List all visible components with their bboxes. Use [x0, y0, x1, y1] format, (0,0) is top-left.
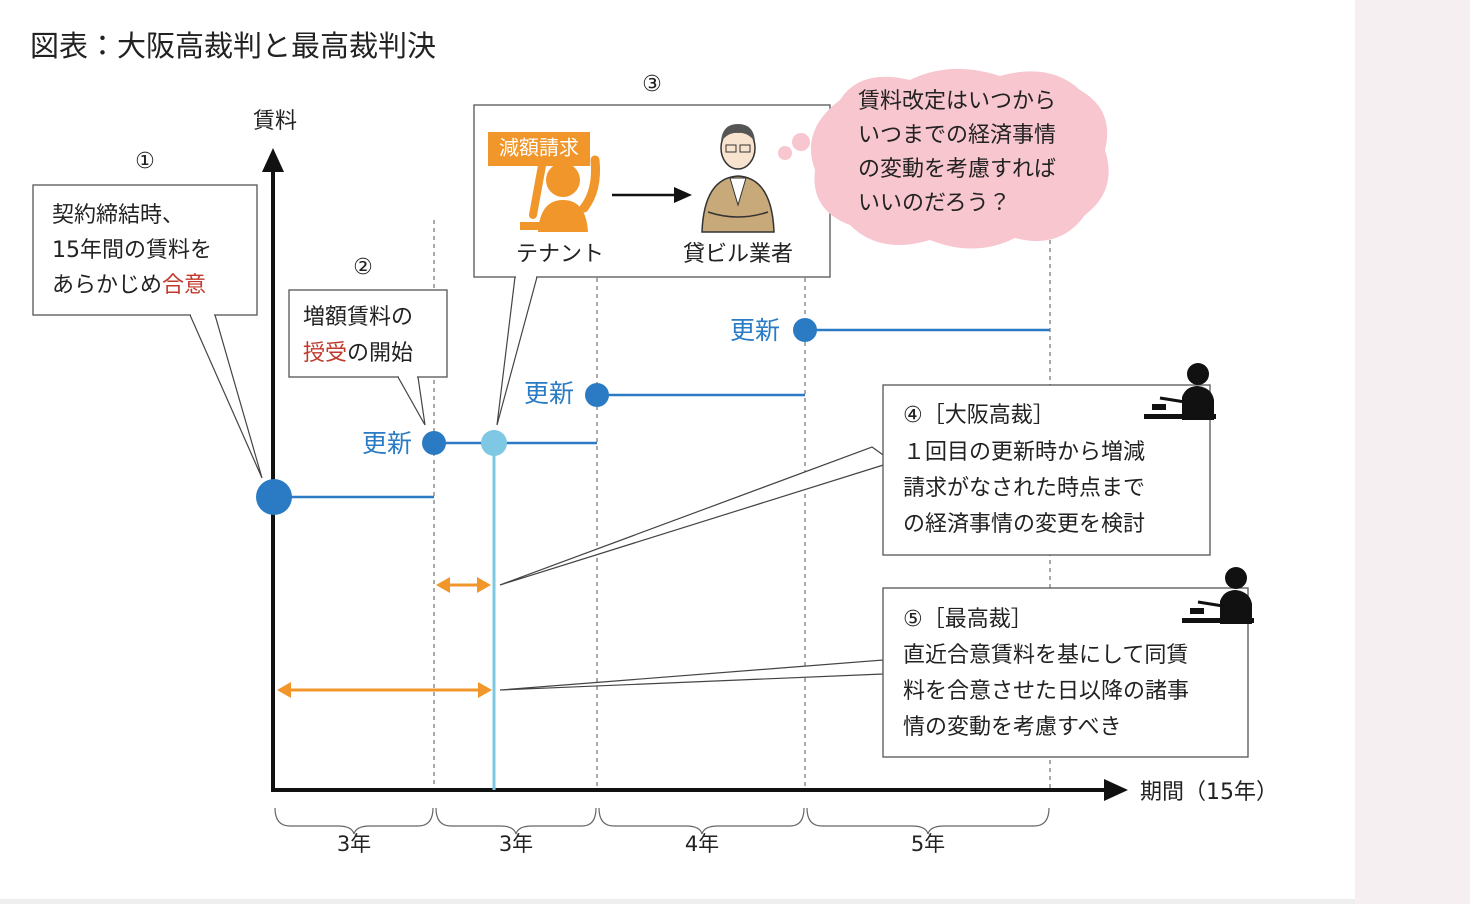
tenant-label: テナント — [516, 242, 604, 267]
axes — [262, 148, 1128, 801]
renewal-label: 更新 — [362, 429, 412, 458]
ruling-box — [882, 587, 1249, 758]
ruling-text: 情の変動を考慮すべき — [903, 715, 1121, 740]
pointer — [396, 376, 426, 426]
rent-steps — [256, 318, 1050, 790]
ruling-heading: ④［大阪高裁］ — [903, 403, 1055, 428]
ruling-text: １回目の更新時から増減 — [903, 440, 1145, 465]
callout-text: 授受の開始 — [303, 341, 413, 366]
judge-icon — [1182, 567, 1254, 624]
renewal-label: 更新 — [730, 316, 780, 345]
renewal-label: 更新 — [524, 379, 574, 408]
judge-icon — [1144, 363, 1216, 420]
callout-box — [288, 289, 448, 378]
side-strip — [1355, 0, 1470, 904]
thought-text: いつまでの経済事情 — [858, 123, 1056, 148]
emphasis: 授受 — [303, 341, 347, 366]
x-axis-label: 期間（15年） — [1140, 780, 1278, 805]
period-label: 3年 — [499, 832, 533, 856]
ruling-heading: ⑤［最高裁］ — [903, 607, 1033, 632]
callout-text: 増額賃料の — [303, 305, 413, 330]
callout-text: あらかじめ合意 — [52, 273, 206, 298]
pointer — [189, 314, 263, 479]
thought-text: の変動を考慮すれば — [858, 157, 1056, 182]
bottom-strip — [0, 899, 1355, 904]
text: あらかじめ — [52, 273, 162, 298]
period-label: 4年 — [685, 832, 719, 856]
landlord-figure — [701, 124, 775, 233]
pointer — [499, 659, 884, 691]
span-arrows — [277, 577, 492, 698]
callout-text: 契約締結時、 — [52, 203, 184, 228]
arrow — [612, 187, 692, 203]
badge — [488, 132, 590, 166]
ruling-box — [882, 384, 1211, 556]
period-label: 3年 — [337, 832, 371, 856]
ruling-text: の経済事情の変更を検討 — [903, 512, 1145, 537]
callout-number: ① — [135, 149, 155, 174]
tenant-figure — [520, 155, 600, 232]
thought-text: 賃料改定はいつから — [858, 89, 1056, 114]
callout-number: ③ — [642, 72, 662, 97]
text: の開始 — [347, 341, 413, 366]
braces — [274, 807, 1050, 835]
thought-bubble — [778, 68, 1109, 249]
thought-text: いいのだろう？ — [858, 191, 1011, 216]
badge-text: 減額請求 — [499, 136, 579, 160]
title: 図表：大阪高裁判と最高裁判決 — [30, 29, 436, 63]
callout-text: 15年間の賃料を — [52, 238, 212, 263]
emphasis: 合意 — [162, 273, 206, 298]
ruling-text: 直近合意賃料を基にして同賃 — [903, 643, 1188, 668]
landlord-label: 貸ビル業者 — [683, 242, 793, 267]
callout-box — [32, 184, 258, 316]
y-axis-label: 賃料 — [253, 109, 297, 134]
pointer — [499, 446, 895, 586]
ruling-text: 料を合意させた日以降の諸事 — [903, 679, 1189, 704]
callout-number: ② — [353, 255, 373, 280]
period-label: 5年 — [911, 832, 945, 856]
ruling-text: 請求がなされた時点まで — [903, 476, 1145, 501]
